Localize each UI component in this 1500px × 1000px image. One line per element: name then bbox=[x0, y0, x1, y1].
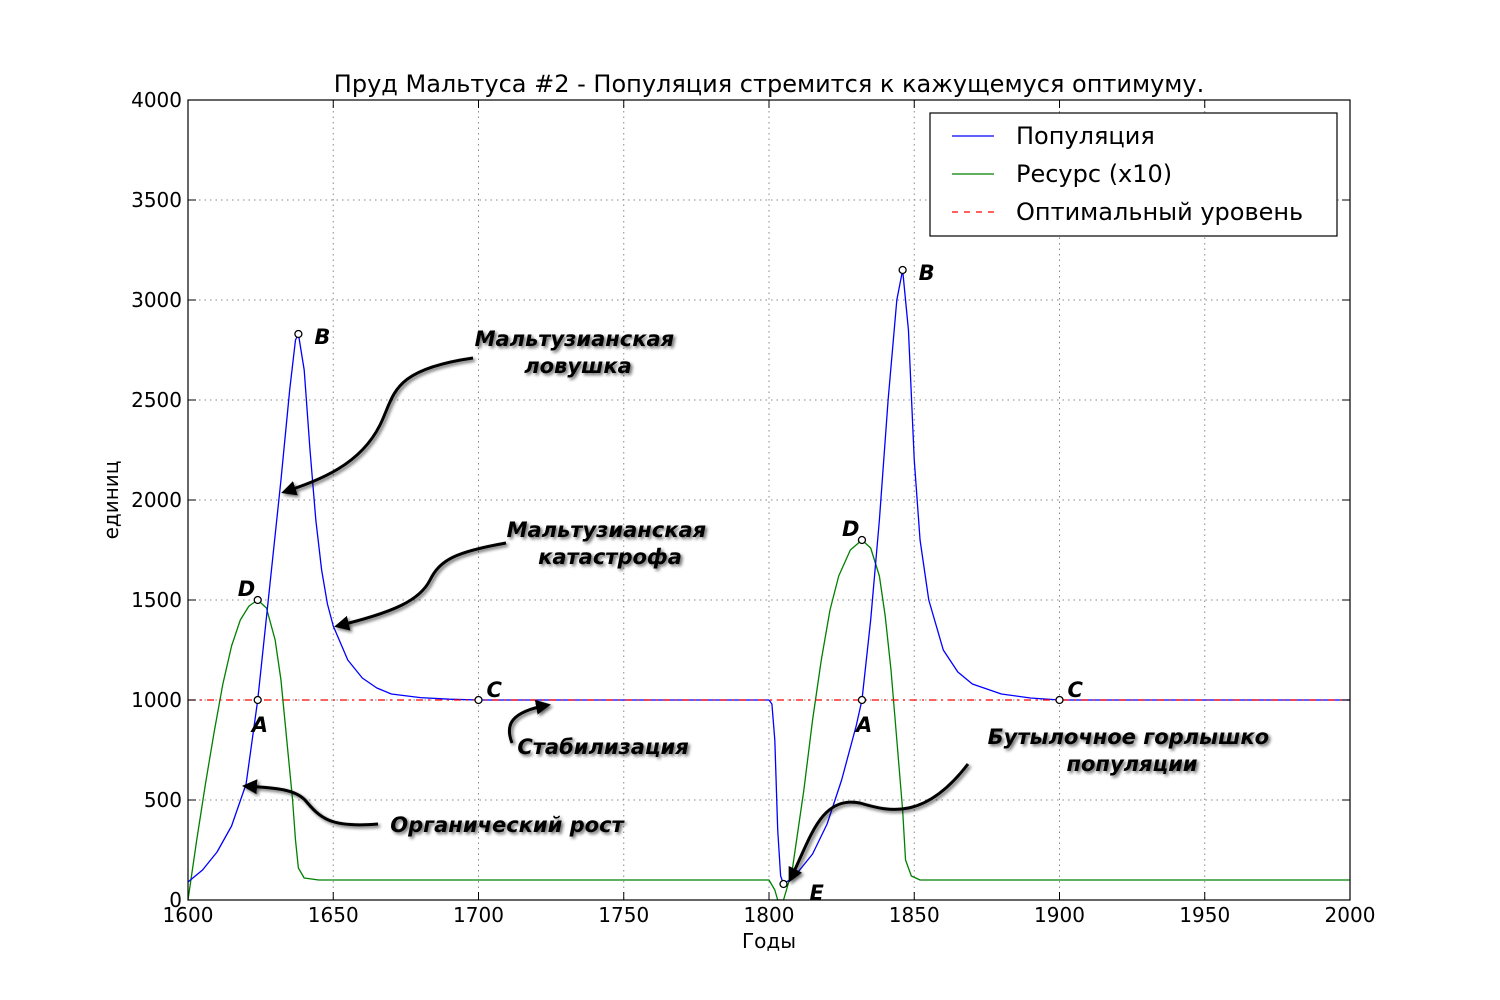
x-tick-label: 1700 bbox=[453, 903, 504, 927]
annotation-malthus-catastrophe: Мальтузианская катастрофа bbox=[507, 518, 714, 569]
annotation-bottleneck: Бутылочное горлышко популяции bbox=[988, 725, 1277, 776]
x-tick-label: 1950 bbox=[1179, 903, 1230, 927]
legend: Популяция Ресурс (x10) Оптимальный урове… bbox=[929, 112, 1338, 237]
legend-entry-optimal: Оптимальный уровень bbox=[1016, 198, 1303, 226]
series-line-population bbox=[188, 269, 1350, 885]
point-label-c: C bbox=[487, 678, 503, 702]
chart-title: Пруд Мальтуса #2 - Популяция стремится к… bbox=[334, 70, 1204, 98]
point-label-a: A bbox=[250, 713, 268, 737]
x-tick-label: 1600 bbox=[163, 903, 214, 927]
y-tick-label: 3000 bbox=[131, 288, 182, 312]
point-marker-d bbox=[857, 535, 867, 545]
point-label-d: D bbox=[842, 517, 859, 541]
y-tick-label: 2500 bbox=[131, 388, 182, 412]
arrow-malthus-trap bbox=[281, 356, 474, 496]
point-marker-c bbox=[1055, 695, 1064, 705]
point-label-e: E bbox=[810, 881, 825, 905]
series-line-resource bbox=[188, 539, 1350, 900]
x-tick-label: 1800 bbox=[744, 903, 795, 927]
annotation-organic-growth: Органический рост bbox=[390, 813, 625, 837]
point-marker-c bbox=[474, 695, 483, 705]
y-tick-label: 4000 bbox=[131, 88, 182, 112]
point-label-a: A bbox=[854, 713, 872, 737]
series-layer bbox=[188, 269, 1350, 900]
y-tick-label: 500 bbox=[144, 788, 182, 812]
point-label-b: B bbox=[919, 261, 935, 285]
point-label-b: B bbox=[314, 325, 330, 349]
annotation-stabilization: Стабилизация bbox=[517, 735, 688, 759]
point-marker-b bbox=[898, 265, 907, 275]
x-tick-label: 1650 bbox=[308, 903, 359, 927]
point-label-c: C bbox=[1068, 678, 1084, 702]
arrow-malthus-catastrophe bbox=[334, 541, 507, 631]
arrow-stabilization bbox=[507, 699, 551, 744]
x-tick-label: 1750 bbox=[598, 903, 649, 927]
point-marker-e bbox=[779, 879, 788, 889]
point-label-d: D bbox=[238, 577, 255, 601]
y-tick-label: 1000 bbox=[131, 688, 182, 712]
y-tick-label: 2000 bbox=[131, 488, 182, 512]
y-tick-label: 0 bbox=[169, 888, 182, 912]
legend-entry-resource: Ресурс (x10) bbox=[1016, 160, 1172, 188]
arrow-organic-growth bbox=[242, 779, 379, 827]
point-markers: A B C D A B C D E bbox=[238, 261, 1084, 905]
y-axis-label: единиц bbox=[99, 461, 123, 540]
point-marker-b bbox=[294, 329, 303, 339]
x-axis-ticks: 1600 1650 1700 1750 1800 1850 1900 1950 2000 bbox=[163, 100, 1376, 927]
annotation-arrows bbox=[242, 356, 970, 883]
y-tick-label: 1500 bbox=[131, 588, 182, 612]
legend-box bbox=[929, 112, 1338, 237]
point-marker-a bbox=[857, 695, 867, 705]
x-tick-label: 1850 bbox=[889, 903, 940, 927]
x-tick-label: 1900 bbox=[1034, 903, 1085, 927]
annotation-malthus-trap: Мальтузианская ловушка bbox=[475, 327, 682, 378]
y-axis-ticks: 0 500 1000 1500 2000 2500 3000 3500 4000 bbox=[131, 88, 1350, 912]
legend-entry-population: Популяция bbox=[1016, 122, 1155, 150]
y-tick-label: 3500 bbox=[131, 188, 182, 212]
point-marker-d bbox=[253, 595, 262, 605]
arrow-bottleneck bbox=[788, 763, 970, 883]
x-tick-label: 2000 bbox=[1325, 903, 1376, 927]
annotations: Мальтузианская ловушка Мальтузианская ка… bbox=[390, 327, 1277, 837]
point-marker-a bbox=[253, 695, 262, 705]
x-axis-label: Годы bbox=[742, 929, 796, 953]
